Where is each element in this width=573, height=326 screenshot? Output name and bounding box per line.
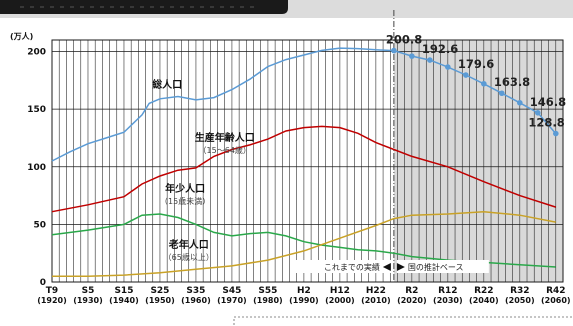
x-tick-sublabel: (2020) (397, 296, 427, 305)
series-label: 生産年齢人口 (195, 131, 255, 144)
series-line-0 (51, 47, 557, 162)
x-tick-sublabel: (1950) (145, 296, 175, 305)
plot-background (52, 40, 563, 282)
x-tick-label: S15 (114, 286, 133, 296)
x-tick-label: R22 (474, 286, 493, 296)
x-tick-sublabel: (2060) (541, 296, 571, 305)
past-label: これまでの実績 (324, 262, 380, 272)
data-label: 192.6 (422, 42, 458, 56)
data-label: 128.8 (528, 116, 564, 130)
y-tick-label: 150 (27, 105, 46, 115)
data-point (535, 110, 541, 116)
series-sublabel: （15～64歳） (199, 145, 251, 155)
y-tick-label: 100 (27, 163, 46, 173)
x-tick-label: R12 (438, 286, 457, 296)
x-tick-sublabel: (2010) (361, 296, 391, 305)
future-label: 国の推計ベース (408, 262, 464, 272)
data-label: 179.6 (458, 57, 494, 71)
data-label: 163.8 (494, 75, 530, 89)
projection-region (393, 40, 563, 282)
x-tick-label: T9 (46, 286, 58, 296)
series-label: 老年人口 (168, 238, 209, 251)
x-tick-sublabel: (1990) (289, 296, 319, 305)
data-point (391, 47, 397, 54)
x-tick-label: S55 (258, 286, 277, 296)
future-label-bg (396, 260, 489, 273)
grid-lines (51, 10, 564, 283)
x-tick-label: S35 (186, 286, 205, 296)
series-line-1 (51, 125, 557, 213)
series-label: 年少人口 (165, 182, 205, 195)
x-tick-sublabel: (1930) (73, 296, 103, 305)
x-tick-sublabel: (2040) (469, 296, 499, 305)
x-tick-sublabel: (1980) (253, 296, 283, 305)
x-tick-sublabel: (2030) (433, 296, 463, 305)
series-label: 総人口 (152, 78, 182, 91)
data-label: 200.8 (386, 33, 422, 47)
x-tick-sublabel: (1960) (181, 296, 211, 305)
series-sublabel: （15歳未満） (160, 196, 210, 206)
left-arrow-icon (382, 263, 391, 271)
x-tick-label: S45 (222, 286, 241, 296)
header-banner (0, 0, 573, 18)
y-unit-label: (万人) (10, 31, 33, 41)
past-label-bg (290, 260, 391, 273)
y-tick-label: 200 (27, 48, 46, 58)
x-tick-label: R42 (546, 286, 565, 296)
x-tick-label: H22 (366, 286, 386, 296)
data-point (463, 72, 469, 78)
x-tick-sublabel: (1970) (217, 296, 247, 305)
x-tick-label: H12 (330, 286, 350, 296)
data-point (553, 130, 559, 137)
series-line-2 (51, 213, 556, 268)
data-point (499, 90, 505, 97)
x-tick-label: H2 (297, 286, 311, 296)
data-point (445, 64, 451, 70)
x-tick-sublabel: (1940) (109, 296, 139, 305)
data-point (427, 57, 433, 63)
y-tick-label: 0 (40, 278, 46, 288)
x-tick-sublabel: (2000) (325, 296, 355, 305)
x-tick-label: S25 (150, 286, 169, 296)
series-sublabel: （65歳以上） (164, 252, 214, 262)
x-tick-sublabel: (2050) (505, 296, 535, 305)
data-point (517, 100, 523, 106)
x-tick-label: R32 (510, 286, 529, 296)
note-box (233, 316, 573, 326)
data-point (481, 80, 487, 87)
right-arrow-icon (396, 263, 405, 271)
x-tick-label: S5 (82, 286, 95, 296)
data-markers (391, 47, 559, 137)
data-label: 146.8 (530, 95, 566, 109)
data-point (409, 53, 415, 59)
y-tick-label: 50 (33, 220, 46, 230)
x-tick-sublabel: (1920) (37, 296, 67, 305)
series-layer (51, 47, 557, 277)
x-tick-label: R2 (405, 286, 418, 296)
series-line-3 (52, 210, 556, 277)
